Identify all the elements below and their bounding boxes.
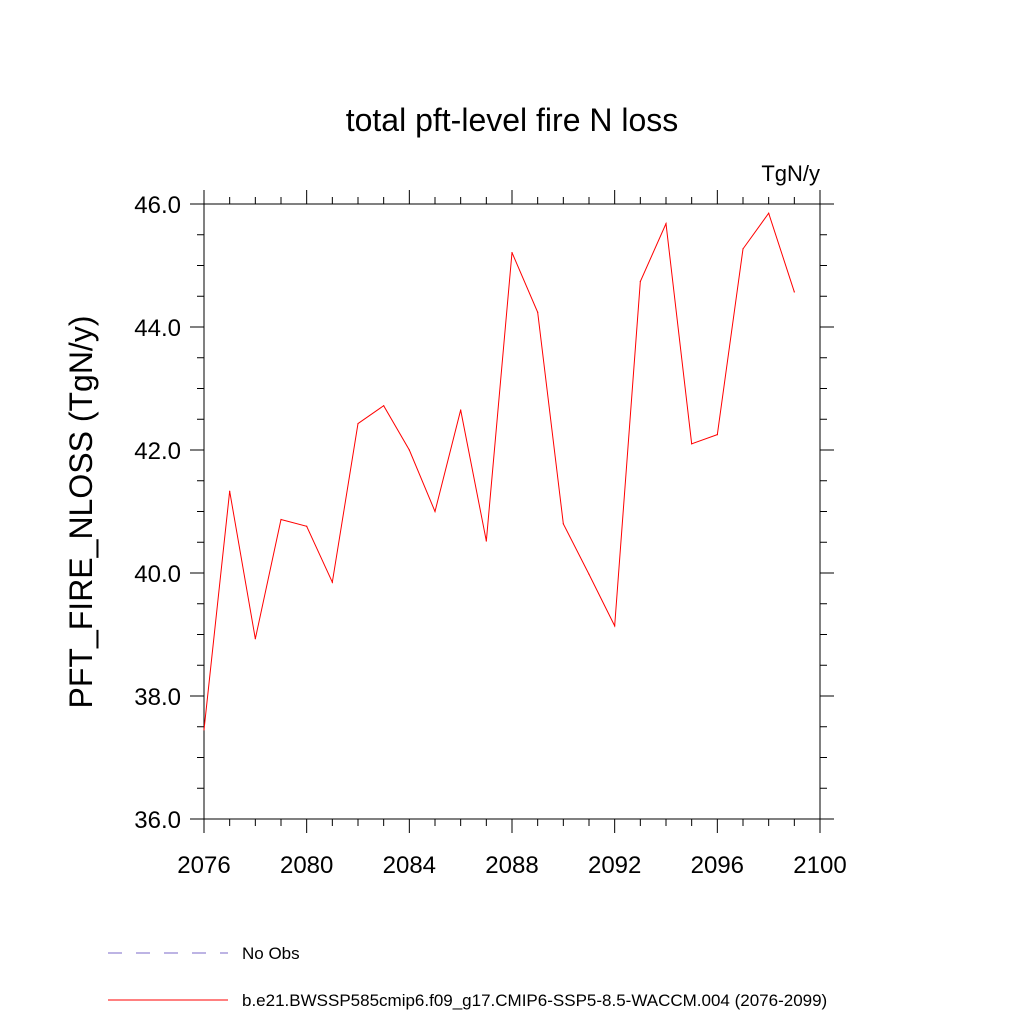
plot-frame <box>203 203 821 820</box>
x-tick-label: 2080 <box>280 852 333 879</box>
data-point <box>511 251 513 254</box>
data-point <box>793 291 795 293</box>
data-point <box>639 280 641 283</box>
data-point <box>562 523 564 525</box>
data-point <box>280 518 282 521</box>
chart-title: total pft-level fire N loss <box>346 102 679 138</box>
data-point <box>768 212 770 214</box>
data-point <box>742 248 744 250</box>
data-point <box>716 434 718 436</box>
y-tick-label: 38.0 <box>134 684 181 711</box>
data-point <box>485 540 487 542</box>
data-point <box>665 223 667 225</box>
y-tick-label: 42.0 <box>134 438 181 465</box>
y-tick-label: 36.0 <box>134 807 181 834</box>
y-axis-label: PFT_FIRE_NLOSS (TgN/y) <box>63 316 99 709</box>
x-tick-label: 2100 <box>793 852 846 879</box>
series-layer <box>203 212 795 731</box>
x-tick-label: 2076 <box>177 852 230 879</box>
y-tick-label: 46.0 <box>134 192 181 219</box>
data-point <box>331 581 333 583</box>
axes: 2076 2080 2084 2088 2092 2096 2100 36.0 38.0 40.0… <box>134 190 847 879</box>
units-label: TgN/y <box>761 161 820 186</box>
data-point <box>691 443 693 445</box>
y-tick-label: 44.0 <box>134 315 181 342</box>
data-point <box>434 510 436 513</box>
data-point <box>254 638 256 640</box>
x-tick-label: 2092 <box>588 852 641 879</box>
data-point <box>203 729 205 731</box>
x-tick-label: 2084 <box>383 852 436 879</box>
x-tick-label: 2096 <box>691 852 744 879</box>
legend-label-model: b.e21.BWSSP585cmip6.f09_g17.CMIP6-SSP5-8… <box>242 991 827 1010</box>
legend-label-no-obs: No Obs <box>242 944 300 963</box>
data-point <box>537 311 539 313</box>
data-point <box>614 625 616 627</box>
data-point <box>306 525 308 527</box>
y-tick-label: 40.0 <box>134 561 181 588</box>
x-tick-label: 2088 <box>485 852 538 879</box>
data-point <box>460 409 462 411</box>
data-point <box>357 422 359 425</box>
data-point <box>588 573 590 575</box>
legend: No Obs b.e21.BWSSP585cmip6.f09_g17.CMIP6… <box>108 944 827 1010</box>
data-point <box>408 449 410 451</box>
data-point <box>229 490 231 492</box>
series-line <box>203 212 795 730</box>
data-point <box>383 405 385 407</box>
